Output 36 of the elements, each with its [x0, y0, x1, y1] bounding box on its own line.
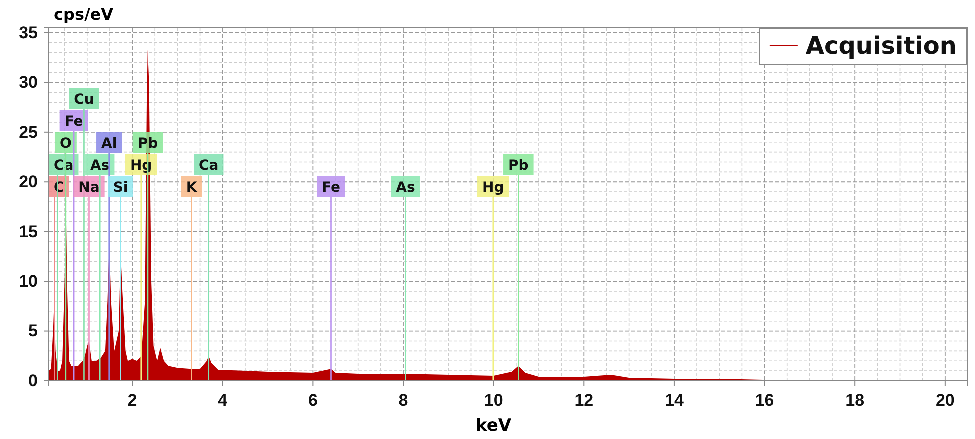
ref-line-label: Pb: [138, 136, 158, 152]
y-tick-label: 25: [19, 122, 38, 142]
x-tick-label: 4: [218, 391, 228, 410]
y-tick-label: 15: [19, 222, 38, 242]
ref-line-label: Al: [102, 136, 118, 152]
y-tick-label: 5: [28, 322, 38, 341]
ref-line-label: Cu: [74, 92, 94, 108]
ref-line-label: Fe: [64, 114, 84, 130]
y-tick-label: 30: [19, 73, 38, 92]
ref-line-label: Hg: [130, 158, 152, 174]
ref-line-label: As: [396, 180, 416, 196]
x-tick-label: 10: [484, 391, 504, 410]
y-tick-label: 0: [28, 371, 38, 390]
x-tick-label: 6: [308, 391, 318, 410]
y-tick-label: 10: [19, 272, 38, 292]
x-tick-label: 16: [755, 391, 774, 410]
x-axis-title: keV: [476, 416, 512, 436]
y-axis-title: cps/eV: [54, 5, 114, 24]
y-tick-label: 35: [19, 23, 38, 42]
y-tick-label: 20: [19, 172, 38, 192]
x-tick-label: 8: [398, 391, 408, 410]
x-tick-label: 18: [846, 391, 865, 410]
x-tick-label: 12: [574, 391, 594, 410]
ref-line-label: O: [60, 136, 72, 152]
x-tick-label: 20: [936, 391, 955, 410]
ref-line-label: Fe: [322, 180, 340, 196]
text: Acquisition: [806, 32, 957, 60]
ref-line-label: Ca: [199, 158, 219, 174]
x-tick-label: 14: [665, 391, 684, 410]
ref-line-label: Si: [113, 180, 128, 196]
ref-line-label: Pb: [508, 158, 529, 174]
x-tick-label: 2: [128, 391, 138, 410]
ref-line-label: As: [90, 158, 110, 174]
ref-line-label: Hg: [482, 180, 504, 196]
ref-line-label: Na: [78, 180, 100, 196]
ref-line-label: K: [186, 180, 198, 196]
